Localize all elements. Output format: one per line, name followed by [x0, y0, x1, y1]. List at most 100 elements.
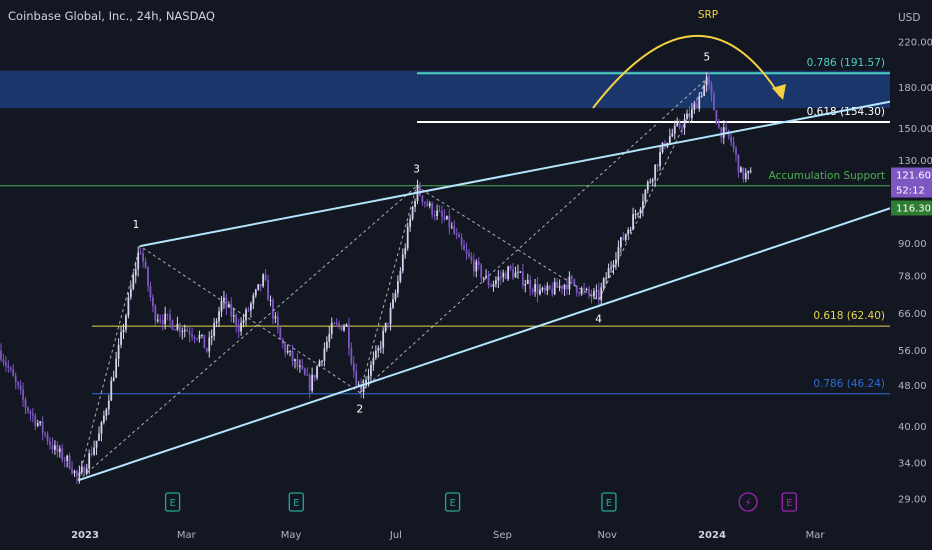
candle-body — [673, 125, 676, 134]
candle-body — [88, 453, 91, 469]
candle-body — [749, 170, 752, 172]
candle-body — [299, 365, 301, 367]
candle-body — [546, 285, 549, 291]
candle-body — [463, 244, 465, 251]
candle-body — [355, 371, 358, 385]
candle-body — [9, 367, 12, 370]
candle-body — [85, 468, 88, 474]
candle-body — [7, 365, 10, 368]
candle-body — [595, 290, 598, 292]
candle-body — [328, 334, 331, 342]
candle-body — [686, 113, 688, 120]
candle-body — [286, 350, 289, 353]
candle-body — [671, 133, 674, 137]
candle-body — [252, 295, 255, 304]
candle-body — [695, 103, 698, 109]
candle-body — [580, 288, 583, 294]
candle-body — [29, 411, 32, 414]
candle-body — [590, 293, 593, 297]
candle-body — [465, 250, 468, 254]
candle-body — [41, 421, 44, 433]
earnings-label: ⚡ — [745, 498, 752, 509]
candle-body — [321, 360, 323, 362]
candle-body — [147, 267, 149, 287]
candle-body — [198, 335, 201, 339]
earnings-marker — [781, 492, 797, 512]
candle-body — [343, 326, 345, 331]
candle-body — [335, 323, 338, 325]
candle-body — [578, 292, 581, 294]
candle-body — [311, 374, 314, 391]
time-axis-bg — [0, 520, 932, 550]
candle-body — [622, 237, 625, 240]
currency-label[interactable]: USD — [898, 12, 921, 24]
candle-body — [306, 374, 309, 376]
candle-body — [296, 359, 299, 367]
earnings-label: E — [169, 498, 175, 509]
candle-body — [58, 448, 61, 453]
candle-body — [181, 331, 184, 333]
candle-body — [482, 277, 485, 279]
candle-body — [676, 122, 679, 126]
candle-body — [245, 309, 247, 321]
candle-body — [0, 350, 2, 360]
candle-body — [433, 214, 436, 217]
candle-body — [103, 415, 105, 423]
candle-body — [73, 470, 76, 474]
candle-body — [703, 85, 706, 96]
candle-body — [411, 207, 414, 219]
candle-body — [166, 313, 169, 315]
candle-body — [443, 216, 446, 220]
candle-body — [649, 181, 652, 183]
price-tick-label: 29.00 — [898, 495, 927, 506]
candle-body — [129, 288, 132, 298]
candle-body — [426, 202, 429, 207]
candle-body — [301, 365, 304, 369]
candle-body — [637, 213, 639, 215]
candle-body — [338, 323, 340, 326]
candle-body — [668, 136, 671, 143]
price-tick-label: 180.00 — [898, 83, 932, 94]
earnings-label: E — [449, 498, 455, 509]
candle-body — [700, 95, 703, 97]
candle-body — [76, 470, 78, 477]
candle-body — [477, 261, 480, 265]
candle-body — [558, 285, 561, 288]
candle-body — [561, 285, 563, 290]
candle-body — [176, 324, 179, 330]
candle-body — [46, 434, 49, 442]
candle-body — [247, 309, 250, 311]
candle-body — [448, 215, 451, 228]
candle-body — [5, 361, 7, 366]
candle-body — [117, 344, 120, 359]
candle-body — [125, 315, 127, 330]
candle-body — [744, 172, 747, 180]
candle-body — [171, 320, 174, 330]
candle-body — [460, 237, 463, 245]
candle-body — [455, 233, 458, 235]
candle-body — [134, 269, 137, 276]
candle-body — [186, 329, 189, 332]
candle-body — [406, 226, 409, 249]
candle-body — [585, 289, 588, 291]
candle-body — [56, 445, 59, 453]
symbol-legend[interactable]: Coinbase Global, Inc., 24h, NASDAQ — [8, 9, 215, 23]
candle-body — [240, 322, 242, 332]
channel-lower-line — [77, 193, 932, 482]
level-label: 0.618 (154.30) — [807, 106, 885, 118]
candle-body — [693, 103, 696, 110]
candle-body — [521, 271, 524, 286]
candle-body — [698, 96, 701, 109]
candle-body — [404, 248, 407, 255]
price-tag-support — [891, 200, 932, 216]
candle-body — [267, 280, 269, 301]
candle-body — [468, 253, 470, 257]
candle-body — [600, 287, 603, 301]
candle-body — [350, 348, 353, 364]
candle-body — [225, 297, 228, 308]
price-tag-countdown — [891, 182, 932, 198]
candle-body — [624, 234, 627, 240]
candle-body — [512, 268, 514, 278]
